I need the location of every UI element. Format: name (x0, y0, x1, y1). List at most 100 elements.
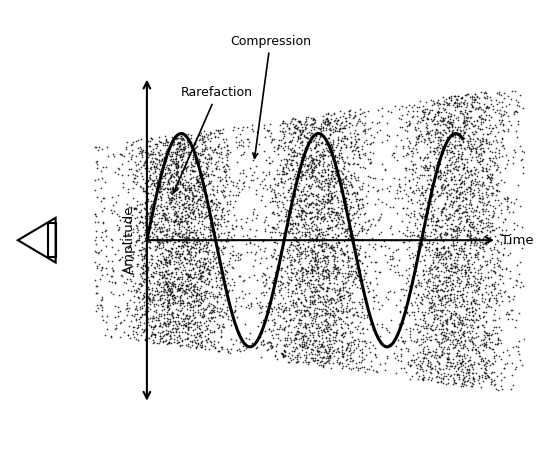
Point (222, 306, 231, 314)
Point (212, 264, 221, 271)
Point (498, 218, 507, 226)
Point (190, 226, 199, 234)
Point (162, 164, 170, 171)
Point (259, 341, 267, 348)
Point (304, 182, 313, 189)
Point (167, 156, 175, 163)
Point (452, 351, 461, 358)
Point (349, 154, 358, 162)
Point (431, 131, 440, 138)
Point (219, 313, 227, 321)
Point (234, 256, 242, 263)
Point (184, 205, 193, 213)
Point (458, 272, 466, 279)
Point (182, 158, 191, 165)
Point (457, 290, 466, 298)
Point (398, 204, 407, 212)
Point (337, 188, 345, 196)
Point (408, 147, 417, 155)
Point (319, 266, 328, 273)
Point (485, 174, 494, 181)
Point (450, 180, 458, 187)
Point (482, 165, 491, 172)
Point (301, 196, 310, 203)
Point (480, 93, 489, 100)
Point (173, 179, 182, 186)
Point (342, 135, 351, 142)
Point (465, 229, 474, 236)
Point (335, 288, 344, 295)
Point (162, 155, 170, 162)
Point (301, 201, 309, 208)
Point (268, 334, 277, 341)
Point (352, 269, 360, 277)
Point (309, 300, 318, 307)
Point (194, 287, 203, 294)
Point (355, 153, 364, 161)
Point (339, 140, 348, 147)
Point (429, 284, 438, 292)
Point (284, 285, 293, 293)
Point (330, 353, 339, 360)
Point (149, 169, 157, 177)
Point (316, 125, 325, 132)
Point (498, 142, 506, 149)
Point (199, 305, 207, 312)
Point (448, 150, 457, 157)
Point (262, 157, 270, 164)
Point (438, 322, 447, 329)
Point (192, 193, 200, 200)
Point (247, 172, 256, 179)
Point (316, 123, 325, 130)
Point (278, 127, 287, 135)
Point (349, 243, 358, 251)
Point (94, 260, 103, 267)
Point (464, 278, 472, 285)
Point (448, 285, 457, 293)
Point (436, 295, 444, 303)
Point (180, 287, 189, 294)
Point (323, 209, 332, 216)
Point (446, 220, 455, 228)
Point (182, 320, 190, 327)
Point (434, 293, 443, 300)
Point (182, 229, 191, 236)
Point (362, 140, 371, 147)
Point (415, 342, 424, 349)
Point (308, 316, 317, 323)
Point (220, 188, 228, 195)
Point (487, 378, 496, 386)
Point (475, 238, 484, 245)
Point (281, 334, 289, 341)
Point (425, 162, 434, 169)
Point (489, 267, 497, 274)
Point (148, 213, 157, 220)
Point (445, 102, 453, 109)
Point (231, 197, 240, 204)
Point (426, 214, 435, 222)
Point (164, 320, 173, 327)
Point (273, 239, 282, 246)
Point (314, 273, 322, 280)
Point (146, 238, 154, 245)
Point (464, 174, 473, 181)
Point (437, 344, 446, 351)
Point (431, 149, 439, 156)
Point (478, 147, 487, 154)
Point (312, 200, 321, 207)
Point (162, 198, 170, 206)
Point (207, 155, 215, 162)
Point (301, 232, 309, 240)
Point (433, 267, 442, 274)
Point (469, 169, 478, 177)
Point (427, 97, 436, 104)
Point (344, 263, 352, 270)
Point (479, 178, 487, 185)
Point (456, 154, 465, 162)
Point (497, 138, 505, 146)
Point (189, 306, 197, 313)
Point (308, 165, 316, 173)
Point (324, 241, 332, 248)
Point (324, 174, 332, 181)
Point (280, 342, 288, 349)
